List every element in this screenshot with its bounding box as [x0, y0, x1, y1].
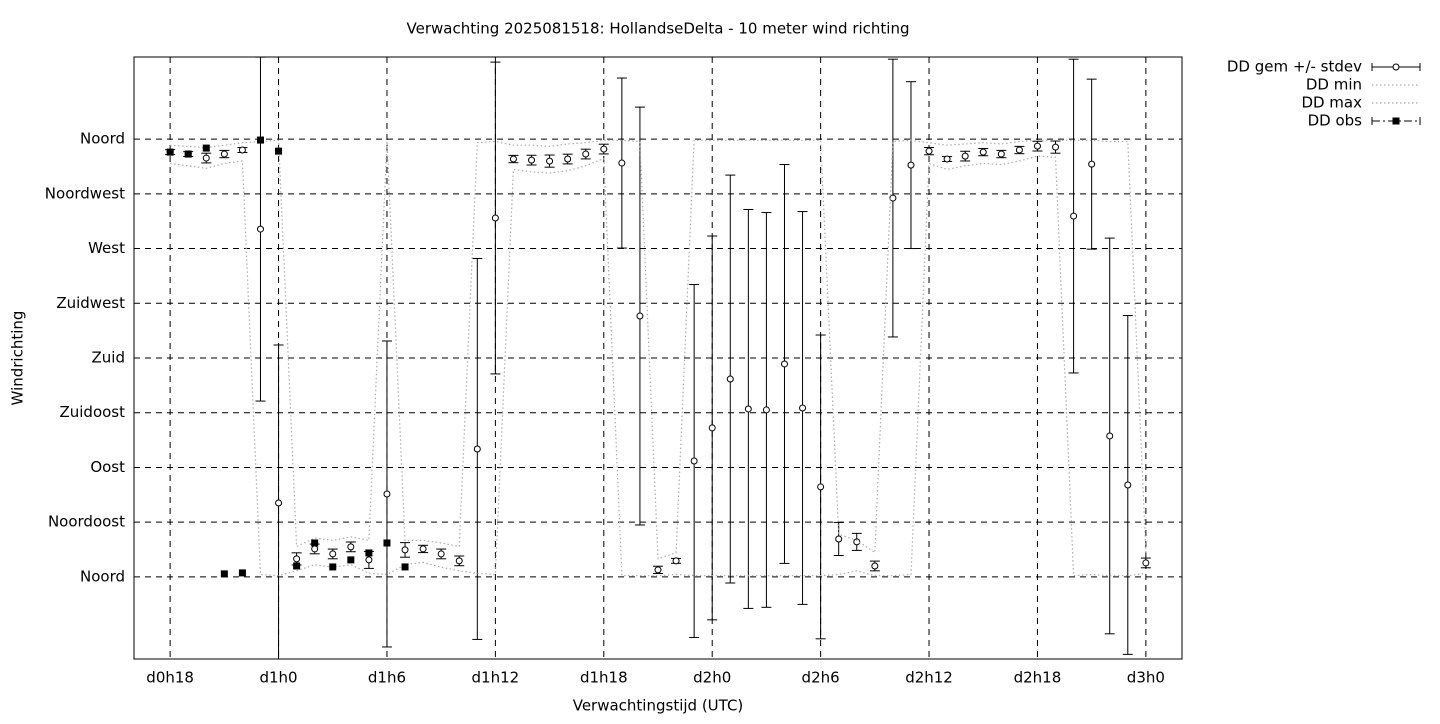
mean-point	[256, 225, 264, 233]
x-tick-label: d1h18	[580, 669, 628, 687]
mean-point	[546, 157, 554, 165]
mean-point	[600, 145, 608, 153]
x-tick-label: d3h0	[1127, 669, 1165, 687]
y-tick-label: Zuidoost	[59, 403, 125, 421]
y-tick-label: Zuidwest	[56, 294, 125, 312]
mean-point	[636, 312, 644, 320]
chart-title: Verwachting 2025081518: HollandseDelta -…	[407, 20, 910, 38]
mean-point	[1088, 160, 1096, 168]
mean-point	[817, 483, 825, 491]
x-tick-label: d1h6	[368, 669, 406, 687]
mean-point	[979, 148, 987, 156]
legend-label: DD obs	[1308, 112, 1363, 130]
mean-point	[220, 150, 228, 158]
mean-point	[401, 546, 409, 554]
y-tick-label: Noordoost	[48, 513, 125, 531]
y-tick-label: Oost	[90, 458, 125, 476]
obs-point	[220, 570, 228, 578]
x-tick-label: d2h18	[1014, 669, 1062, 687]
mean-point	[1124, 481, 1132, 489]
obs-point	[238, 569, 246, 577]
obs-point	[275, 147, 283, 155]
x-tick-label: d2h12	[905, 669, 953, 687]
obs-point	[256, 136, 264, 144]
mean-point	[365, 556, 373, 564]
y-tick-label: Noordwest	[45, 184, 125, 202]
obs-point	[347, 556, 355, 564]
mean-point	[419, 545, 427, 553]
obs-point	[365, 549, 373, 557]
mean-point	[907, 161, 915, 169]
obs-point	[202, 144, 210, 152]
obs-point	[166, 148, 174, 156]
mean-point	[1033, 142, 1041, 150]
y-tick-label: Noord	[80, 567, 125, 585]
mean-point	[943, 155, 951, 163]
mean-point	[780, 360, 788, 368]
mean-point	[238, 146, 246, 154]
plot-frame	[133, 56, 1183, 660]
mean-point	[618, 159, 626, 167]
mean-point	[672, 557, 680, 565]
x-tick-label: d2h6	[802, 669, 840, 687]
y-tick-label: Noord	[80, 130, 125, 148]
obs-point	[329, 563, 337, 571]
series-line	[170, 139, 1147, 560]
mean-point	[528, 156, 536, 164]
mean-point	[1070, 212, 1078, 220]
mean-point	[708, 424, 716, 432]
obs-point	[401, 563, 409, 571]
mean-point	[762, 406, 770, 414]
mean-point	[835, 535, 843, 543]
mean-point	[690, 457, 698, 465]
legend-label: DD min	[1306, 76, 1362, 94]
mean-point	[311, 545, 319, 553]
obs-point	[184, 150, 192, 158]
y-tick-label: Zuid	[92, 349, 125, 367]
series-line	[170, 155, 1146, 577]
mean-point	[293, 555, 301, 563]
mean-point	[275, 499, 283, 507]
legend-label: DD gem +/- stdev	[1227, 58, 1362, 76]
x-tick-label: d0h18	[146, 669, 194, 687]
obs-point	[293, 562, 301, 570]
mean-point	[329, 550, 337, 558]
mean-point	[726, 375, 734, 383]
mean-point	[455, 557, 463, 565]
mean-point	[925, 147, 933, 155]
mean-point	[1106, 432, 1114, 440]
x-tick-label: d1h12	[472, 669, 520, 687]
x-tick-label: d2h0	[693, 669, 731, 687]
mean-point	[871, 562, 879, 570]
obs-point	[383, 539, 391, 547]
mean-point	[1142, 559, 1150, 567]
mean-point	[564, 155, 572, 163]
mean-point	[654, 566, 662, 574]
legend-label: DD max	[1301, 94, 1362, 112]
y-axis-label: Windrichting	[9, 311, 27, 406]
mean-point	[889, 194, 897, 202]
x-axis-label: Verwachtingstijd (UTC)	[573, 697, 744, 715]
mean-point	[799, 404, 807, 412]
mean-point	[961, 152, 969, 160]
mean-point	[997, 150, 1005, 158]
mean-point	[473, 445, 481, 453]
y-tick-label: West	[88, 239, 125, 257]
mean-point	[1015, 146, 1023, 154]
x-tick-label: d1h0	[259, 669, 297, 687]
mean-point	[202, 154, 210, 162]
mean-point	[582, 150, 590, 158]
mean-point	[744, 405, 752, 413]
mean-point	[383, 490, 391, 498]
mean-point	[437, 550, 445, 558]
mean-point	[491, 214, 499, 222]
obs-point	[311, 539, 319, 547]
legend-swatch	[1392, 63, 1400, 71]
mean-point	[509, 155, 517, 163]
mean-point	[1052, 143, 1060, 151]
legend-swatch	[1392, 117, 1400, 125]
mean-point	[347, 543, 355, 551]
